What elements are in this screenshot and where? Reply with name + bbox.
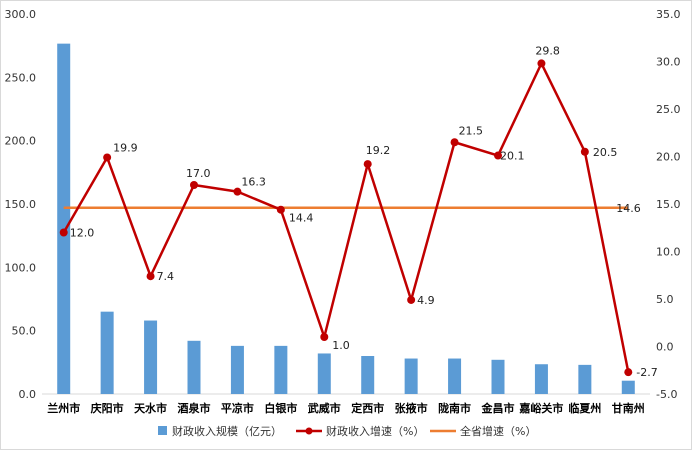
growth-point	[320, 333, 329, 341]
growth-data-label: 20.1	[500, 150, 525, 163]
growth-point	[537, 59, 546, 68]
y-right-tick-label: -5.0	[656, 388, 677, 401]
growth-data-label: 4.9	[417, 294, 435, 307]
growth-data-label: 7.4	[157, 270, 175, 283]
x-category-label: 张掖市	[395, 401, 428, 415]
y-left-tick-label: 100.0	[5, 261, 37, 274]
x-category-label: 酒泉市	[178, 401, 211, 415]
x-category-label: 甘南州	[612, 401, 645, 415]
province-growth-label: 14.6	[616, 202, 641, 215]
x-category-label: 临夏州	[568, 401, 601, 415]
legend-bar-label: 财政收入规模（亿元）	[172, 424, 282, 438]
revenue-bar	[578, 364, 592, 394]
growth-data-label: 19.2	[366, 144, 391, 157]
y-left-tick-label: 300.0	[5, 8, 37, 21]
x-category-label: 嘉峪关市	[518, 401, 563, 415]
revenue-bar	[187, 340, 201, 394]
growth-point	[59, 228, 68, 237]
growth-point	[363, 160, 372, 169]
growth-point	[276, 205, 285, 214]
y-left-tick-label: 150.0	[5, 198, 37, 211]
revenue-bar	[57, 43, 71, 394]
x-category-label: 定西市	[351, 401, 384, 415]
growth-data-label: 1.0	[332, 339, 350, 352]
growth-point	[494, 151, 502, 160]
growth-point	[146, 272, 155, 281]
y-right-tick-label: 0.0	[656, 341, 674, 354]
revenue-bar	[491, 359, 505, 394]
x-category-label: 兰州市	[47, 401, 80, 415]
revenue-bar	[448, 358, 462, 394]
y-right-tick-label: 30.0	[656, 56, 681, 69]
y-right-tick-label: 10.0	[656, 246, 681, 259]
revenue-bar	[230, 345, 244, 394]
y-left-tick-label: 50.0	[12, 325, 37, 338]
growth-point	[580, 147, 589, 156]
legend-bar-swatch	[158, 426, 167, 435]
legend-reference-label: 全省增速（%）	[460, 424, 536, 438]
x-category-label: 武威市	[308, 401, 341, 415]
y-right-tick-label: 35.0	[656, 8, 681, 21]
growth-point	[233, 187, 242, 196]
y-right-tick-label: 20.0	[656, 151, 681, 164]
growth-data-label: 19.9	[113, 141, 137, 154]
revenue-bar	[144, 320, 158, 394]
growth-data-label: 21.5	[459, 124, 484, 137]
legend-line-label: 财政收入增速（%）	[326, 424, 424, 438]
x-category-label: 庆阳市	[90, 401, 124, 415]
revenue-bar	[534, 364, 548, 394]
growth-data-label: 16.3	[241, 176, 266, 189]
x-category-label: 白银市	[264, 401, 297, 415]
growth-data-label: 17.0	[186, 167, 211, 180]
growth-data-label: -2.7	[636, 366, 657, 379]
x-category-label: 平凉市	[221, 401, 254, 415]
growth-point	[190, 181, 198, 189]
y-right-tick-label: 25.0	[656, 103, 681, 116]
revenue-bar	[361, 356, 375, 394]
revenue-bar	[274, 345, 288, 394]
growth-point	[103, 153, 112, 162]
x-category-label: 陇南市	[438, 401, 471, 415]
growth-point	[407, 295, 416, 304]
revenue-bar	[404, 358, 418, 394]
x-category-label: 金昌市	[481, 401, 515, 415]
growth-data-label: 14.4	[289, 212, 314, 225]
growth-point	[624, 368, 633, 377]
y-left-tick-label: 250.0	[5, 71, 37, 84]
y-left-tick-label: 0.0	[19, 388, 37, 401]
growth-point	[450, 138, 459, 147]
growth-data-label: 12.0	[70, 227, 95, 240]
growth-line	[62, 62, 630, 373]
revenue-bar	[100, 311, 114, 394]
y-left-tick-label: 200.0	[5, 135, 37, 148]
y-right-tick-label: 15.0	[656, 198, 681, 211]
legend-line-marker	[305, 427, 313, 435]
x-category-label: 天水市	[134, 401, 167, 415]
growth-data-label: 29.8	[535, 44, 560, 57]
y-right-tick-label: 5.0	[656, 293, 674, 306]
revenue-bar	[317, 353, 331, 394]
growth-data-label: 20.5	[593, 146, 618, 159]
revenue-bar	[621, 380, 635, 394]
